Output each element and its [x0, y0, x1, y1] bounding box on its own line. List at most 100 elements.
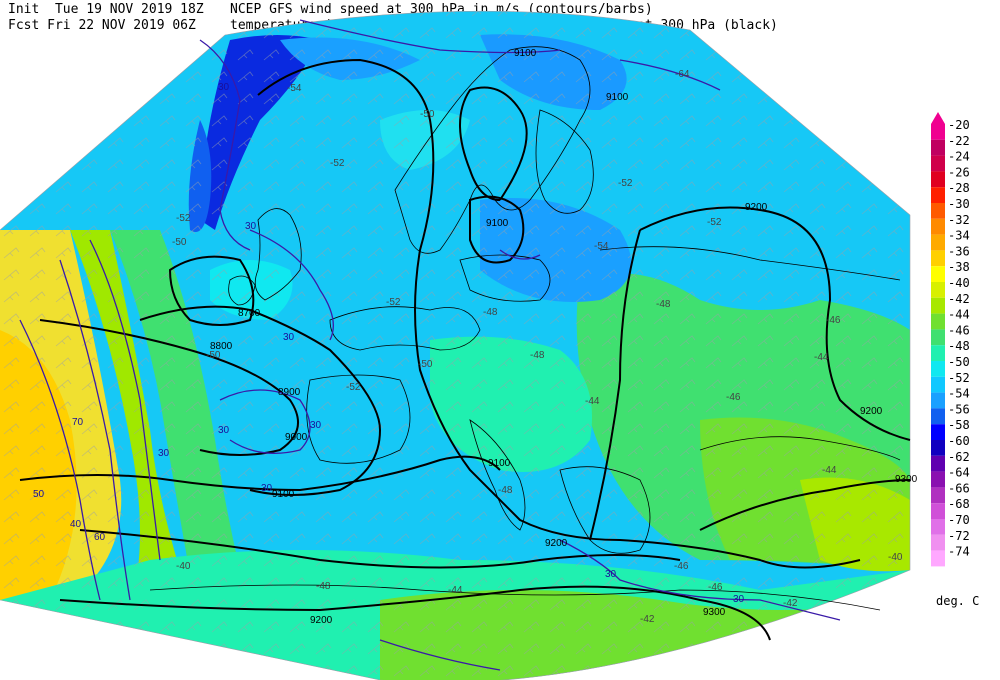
legend-label: -68 [948, 497, 970, 511]
wind-label: 30 [310, 420, 322, 431]
height-label: 9200 [860, 406, 883, 417]
legend-label: -60 [948, 434, 970, 448]
wind-label: 30 [158, 448, 170, 459]
legend-swatch [931, 424, 945, 440]
temperature-label: -40 [176, 561, 191, 572]
legend-label: -28 [948, 181, 970, 195]
legend-label: -34 [948, 229, 970, 243]
legend-swatch [931, 487, 945, 504]
legend-swatch [931, 282, 945, 298]
wind-label: 30 [605, 569, 617, 580]
temperature-label: -52 [618, 178, 633, 189]
legend-swatch [931, 440, 945, 456]
temperature-label: -48 [316, 581, 331, 592]
legend-label: -72 [948, 529, 970, 543]
legend-label: -32 [948, 213, 970, 227]
legend-label: -30 [948, 197, 970, 211]
legend-swatch [931, 313, 945, 330]
legend-label: -64 [948, 466, 970, 480]
temperature-label: -64 [675, 69, 690, 80]
legend-swatch [931, 203, 945, 219]
coastlines [149, 46, 901, 611]
legend-swatch [931, 534, 945, 551]
legend-swatch [931, 503, 945, 519]
legend-swatch [931, 345, 945, 361]
height-label: 9100 [488, 458, 511, 469]
height-label: 9200 [545, 538, 568, 549]
height-label: 8800 [210, 341, 233, 352]
temperature-label: -50 [420, 109, 435, 120]
legend-label: -70 [948, 513, 970, 527]
legend-label: -24 [948, 150, 970, 164]
legend-label: -44 [948, 308, 970, 322]
temperature-label: -44 [448, 585, 463, 596]
height-label: 8900 [278, 387, 301, 398]
legend-swatch [931, 155, 945, 172]
color-legend: -20-22-24-26-28-30-32-34-36-38-40-42-44-… [931, 112, 979, 608]
height-contours [19, 58, 911, 641]
legend-label: -22 [948, 134, 970, 148]
wind-label: 60 [94, 532, 106, 543]
legend-label: -26 [948, 165, 970, 179]
legend-label: -66 [948, 481, 970, 495]
height-label: 8700 [238, 308, 261, 319]
temperature-label: -54 [594, 241, 609, 252]
legend-label: -48 [948, 339, 970, 353]
wind-label: 30 [218, 82, 230, 93]
legend-label: -52 [948, 371, 970, 385]
legend-swatch [931, 250, 945, 267]
map-title: NCEP GFS wind speed at 300 hPa in m/s (c… [230, 2, 653, 17]
height-label: 9100 [514, 48, 537, 59]
legend-swatch [931, 376, 945, 393]
temperature-label: -52 [386, 297, 401, 308]
temperature-label: -42 [783, 598, 798, 609]
temperature-label: -44 [822, 465, 837, 476]
temperature-label: -48 [530, 350, 545, 361]
wind-label-group: 30 30 30 30 30 30 30 30 40 50 60 70 30 [33, 82, 745, 605]
wind-label: 30 [283, 332, 295, 343]
legend-swatch [931, 550, 945, 567]
height-label: 9300 [703, 607, 726, 618]
forecast-time: Fcst Fri 22 NOV 2019 06Z [8, 18, 196, 33]
height-label: 9100 [606, 92, 629, 103]
legend-label: -40 [948, 276, 970, 290]
temperature-label: -46 [674, 561, 689, 572]
temperature-label: -52 [176, 213, 191, 224]
legend-unit: deg. C [936, 594, 979, 608]
temperature-label: -50 [172, 237, 187, 248]
temperature-label: -46 [826, 315, 841, 326]
legend-label: -20 [948, 118, 970, 132]
legend-swatch [931, 297, 945, 314]
legend-swatch [931, 139, 945, 156]
wind-label: 30 [733, 594, 745, 605]
legend-label: -50 [948, 355, 970, 369]
legend-label: -54 [948, 387, 970, 401]
temperature-label: -44 [814, 352, 829, 363]
temperature-label: -48 [483, 307, 498, 318]
legend-swatch [931, 408, 945, 425]
height-label: 9200 [745, 202, 768, 213]
legend-swatch [931, 519, 945, 535]
temperature-label: -48 [498, 485, 513, 496]
init-time: Init Tue 19 NOV 2019 18Z [8, 2, 204, 17]
legend-swatch [931, 266, 945, 282]
legend-label: -58 [948, 418, 970, 432]
temperature-label: -52 [707, 217, 722, 228]
map-boundary [0, 10, 911, 680]
legend-swatch [931, 471, 945, 488]
temperature-label: -50 [206, 350, 221, 361]
legend-swatch [931, 218, 945, 235]
legend-label: -74 [948, 545, 970, 559]
height-label: 9100 [486, 218, 509, 229]
temperature-label: -52 [330, 158, 345, 169]
legend-swatch [931, 361, 945, 377]
legend-label: -36 [948, 244, 970, 258]
height-label: 9200 [310, 615, 333, 626]
legend-label: -46 [948, 323, 970, 337]
legend-swatch [931, 455, 945, 472]
wind-label: 70 [72, 417, 84, 428]
legend-swatch [931, 124, 945, 140]
temperature-label: -40 [888, 552, 903, 563]
